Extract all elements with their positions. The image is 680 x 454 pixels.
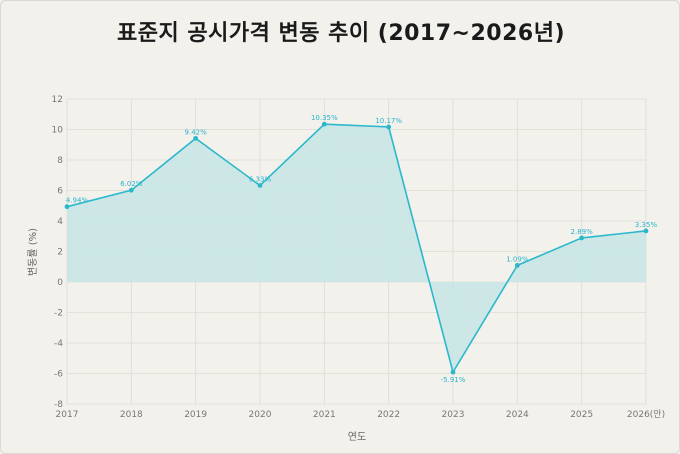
- data-label: -5.91%: [441, 376, 466, 384]
- data-label: 10.17%: [375, 117, 402, 125]
- x-tick-label: 2024: [506, 410, 529, 420]
- y-tick-label: 4: [57, 217, 63, 227]
- x-tick-label: 2022: [377, 410, 400, 420]
- data-point: [386, 124, 392, 130]
- y-tick-labels: 12 10 8 6 4 2 0 -2 -4 -6 -8: [52, 95, 64, 410]
- y-tick-label: 2: [57, 248, 63, 258]
- x-tick-label: 2019: [184, 410, 207, 420]
- y-tick-label: -8: [54, 400, 63, 410]
- data-label: 6.02%: [120, 180, 143, 188]
- data-point: [321, 121, 327, 127]
- data-point: [257, 183, 263, 188]
- x-axis-title: 연도: [348, 431, 366, 443]
- data-point: [64, 204, 70, 210]
- x-tick-label: 2026(안): [627, 409, 665, 420]
- data-label: 10.35%: [311, 114, 338, 122]
- y-tick-label: 0: [57, 278, 63, 288]
- data-label: 9.42%: [185, 128, 208, 136]
- x-tick-label: 2020: [249, 410, 272, 420]
- data-label: 2.89%: [571, 228, 594, 236]
- x-tick-label: 2018: [120, 410, 143, 420]
- y-axis-title: 변동률 (%): [27, 228, 39, 276]
- series-line: [66, 123, 647, 373]
- y-tick-label: -6: [54, 370, 63, 380]
- data-point: [450, 369, 456, 375]
- data-point: [579, 235, 585, 241]
- x-tick-label: 2021: [313, 410, 336, 420]
- x-tick-label: 2023: [442, 410, 465, 420]
- y-tick-label: 12: [52, 95, 63, 105]
- data-label: 1.09%: [506, 255, 529, 263]
- series-line-path: [66, 123, 647, 373]
- x-tick-label: 2025: [570, 410, 593, 420]
- chart-title: 표준지 공시가격 변동 추이 (2017~2026년): [116, 21, 566, 46]
- data-point: [193, 135, 199, 141]
- y-tick-label: -2: [54, 309, 63, 319]
- data-labels: 4.94% 6.02% 9.42% 6.33% 10.35% 10.17% -5.91% 1.…: [66, 114, 658, 384]
- data-point: [514, 262, 520, 268]
- x-tick-labels: 2017 2018 2019 2020 2021 2022 2023 2024 2025 2026…: [56, 409, 666, 420]
- data-label: 3.35%: [635, 221, 658, 229]
- data-point: [643, 228, 649, 234]
- y-tick-label: 10: [52, 126, 64, 136]
- area-fill-shape: [67, 124, 646, 373]
- x-tick-label: 2017: [56, 410, 79, 420]
- data-label: 6.33%: [249, 175, 272, 183]
- y-tick-label: -4: [54, 339, 63, 349]
- y-tick-label: 8: [57, 156, 63, 166]
- data-point: [128, 187, 134, 193]
- data-points: [64, 121, 649, 375]
- data-label: 4.94%: [66, 197, 89, 205]
- y-tick-label: 6: [57, 187, 63, 197]
- area-fill: [67, 124, 646, 373]
